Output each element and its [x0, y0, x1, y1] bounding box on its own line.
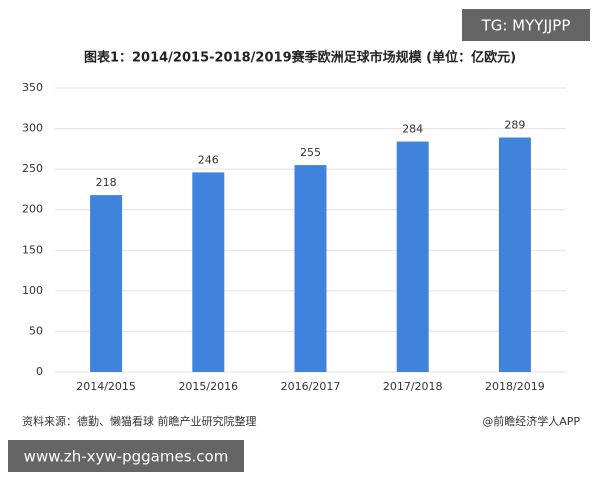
x-tick-label: 2015/2016 — [178, 380, 238, 393]
y-tick-label: 250 — [22, 162, 43, 175]
value-label: 255 — [300, 146, 321, 159]
y-tick-label: 100 — [22, 284, 43, 297]
bar — [498, 137, 531, 372]
credit: @前瞻经济学人APP — [482, 414, 580, 428]
value-label: 246 — [198, 153, 219, 166]
y-tick-label: 300 — [22, 122, 43, 135]
y-tick-label: 150 — [22, 243, 43, 256]
x-tick-label: 2017/2018 — [383, 380, 443, 393]
footer-bg — [8, 440, 244, 472]
x-tick-label: 2018/2019 — [485, 380, 545, 393]
bar — [396, 141, 429, 372]
badge-bg — [462, 9, 590, 41]
bar — [192, 172, 225, 372]
x-tick-label: 2016/2017 — [281, 380, 341, 393]
y-tick-label: 350 — [22, 81, 43, 94]
x-tick-label: 2014/2015 — [76, 380, 136, 393]
bar — [90, 195, 123, 372]
value-label: 284 — [402, 123, 423, 136]
chart-title: 图表1：2014/2015-2018/2019赛季欧洲足球市场规模 (单位：亿欧… — [84, 50, 516, 66]
y-tick-label: 200 — [22, 203, 43, 216]
source-note: 资料来源：德勤、懒猫看球 前瞻产业研究院整理 — [22, 414, 257, 428]
y-tick-label: 0 — [36, 365, 43, 378]
y-tick-label: 50 — [29, 324, 43, 337]
value-label: 289 — [504, 118, 525, 131]
value-label: 218 — [96, 176, 117, 189]
badge: TG: MYYJJPP — [481, 17, 571, 35]
bar — [294, 165, 327, 372]
footer-url: www.zh-xyw-pggames.com — [24, 448, 229, 466]
